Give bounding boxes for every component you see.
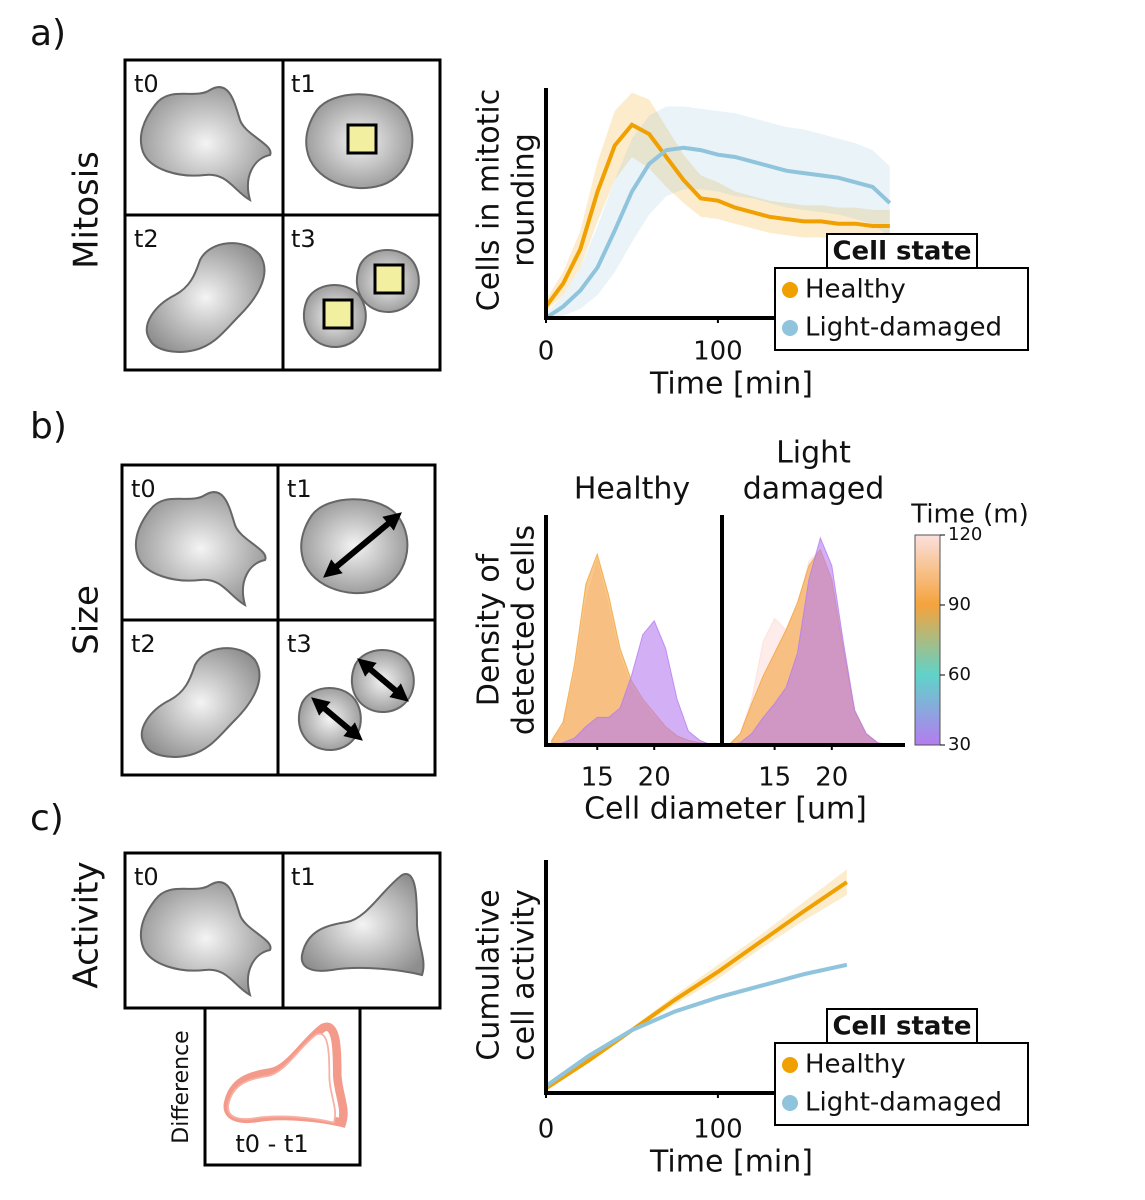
y-axis-label: cell activity — [507, 889, 542, 1061]
y-axis-label: Cells in mitotic — [472, 89, 507, 311]
frame-label: t3 — [287, 630, 312, 658]
line — [544, 880, 848, 1091]
row-label: Size — [67, 585, 107, 655]
legend-marker — [782, 282, 798, 298]
frame-label: t0 — [131, 475, 156, 503]
legend-title: Cell state — [832, 237, 971, 267]
cell — [300, 873, 425, 976]
x-tick-label: 20 — [638, 763, 671, 793]
line — [544, 145, 892, 320]
x-tick-label: 20 — [815, 763, 848, 793]
frame-label: t0 — [134, 863, 159, 891]
colorbar-tick-label: 90 — [948, 594, 971, 615]
row-label: Mitosis — [67, 151, 107, 269]
size-arrow — [323, 512, 402, 578]
cell — [139, 86, 272, 202]
x-tick-label: 0 — [538, 337, 555, 367]
legend-marker — [782, 1057, 798, 1073]
x-tick-label: 100 — [693, 1115, 743, 1145]
density-area — [551, 619, 712, 746]
colorbar-tick-label: 120 — [948, 524, 982, 545]
frame-label: t2 — [134, 225, 159, 253]
panel-label: a) — [30, 13, 66, 54]
x-axis-label: Time [min] — [649, 367, 813, 402]
panel-label: b) — [30, 406, 67, 447]
frame-label: t0 — [134, 70, 159, 98]
colorbar-tick-label: 60 — [948, 664, 971, 685]
frame-label: t1 — [291, 70, 316, 98]
size-arrow — [357, 658, 409, 702]
legend-marker — [782, 1095, 798, 1111]
panel-title: Light — [776, 436, 851, 471]
size-arrow — [311, 697, 363, 741]
nucleus — [346, 123, 378, 155]
cell — [134, 491, 267, 606]
cell — [297, 687, 362, 752]
frame-label: t3 — [291, 225, 316, 253]
panel-title: Healthy — [574, 472, 690, 507]
difference-box — [203, 1006, 362, 1167]
legend-label: Light-damaged — [805, 313, 1002, 343]
x-tick-label: 15 — [758, 763, 791, 793]
cell — [140, 647, 261, 758]
x-axis-label: Cell diameter [um] — [584, 792, 867, 827]
legend-label: Light-damaged — [805, 1088, 1002, 1118]
confidence-band — [546, 106, 890, 319]
legend-label: Healthy — [805, 275, 906, 305]
cell — [300, 498, 409, 595]
frame-label: t2 — [131, 630, 156, 658]
nucleus — [322, 298, 354, 330]
panel-title: damaged — [743, 472, 885, 507]
legend-label: Healthy — [805, 1050, 906, 1080]
row-label: Activity — [67, 861, 107, 988]
legend-box — [774, 1042, 1029, 1126]
density-area — [728, 536, 890, 746]
difference-frame: t0 - t1 — [235, 1130, 308, 1158]
y-axis-label: detected cells — [507, 525, 542, 735]
x-tick-label: 100 — [693, 337, 743, 367]
y-axis-label: Density of — [472, 552, 507, 706]
cell — [139, 881, 272, 996]
colorbar-label: Time (m) — [910, 500, 1029, 530]
x-tick-label: 0 — [538, 1115, 555, 1145]
legend-marker — [782, 320, 798, 336]
x-tick-label: 15 — [581, 763, 614, 793]
frame-label: t1 — [287, 475, 312, 503]
panel-label: c) — [30, 798, 64, 839]
line — [544, 122, 890, 308]
colorbar-tick-label: 30 — [948, 734, 971, 755]
y-axis-label: rounding — [507, 133, 542, 267]
y-axis-label: Cumulative — [472, 889, 507, 1060]
cell — [145, 242, 266, 353]
nucleus — [373, 263, 405, 295]
x-axis-label: Time [min] — [649, 1145, 813, 1180]
colorbar — [914, 534, 941, 746]
legend-title: Cell state — [832, 1012, 971, 1042]
legend-box — [774, 267, 1029, 351]
frame-label: t1 — [291, 863, 316, 891]
line — [544, 962, 848, 1088]
difference-label: Difference — [169, 1030, 194, 1143]
